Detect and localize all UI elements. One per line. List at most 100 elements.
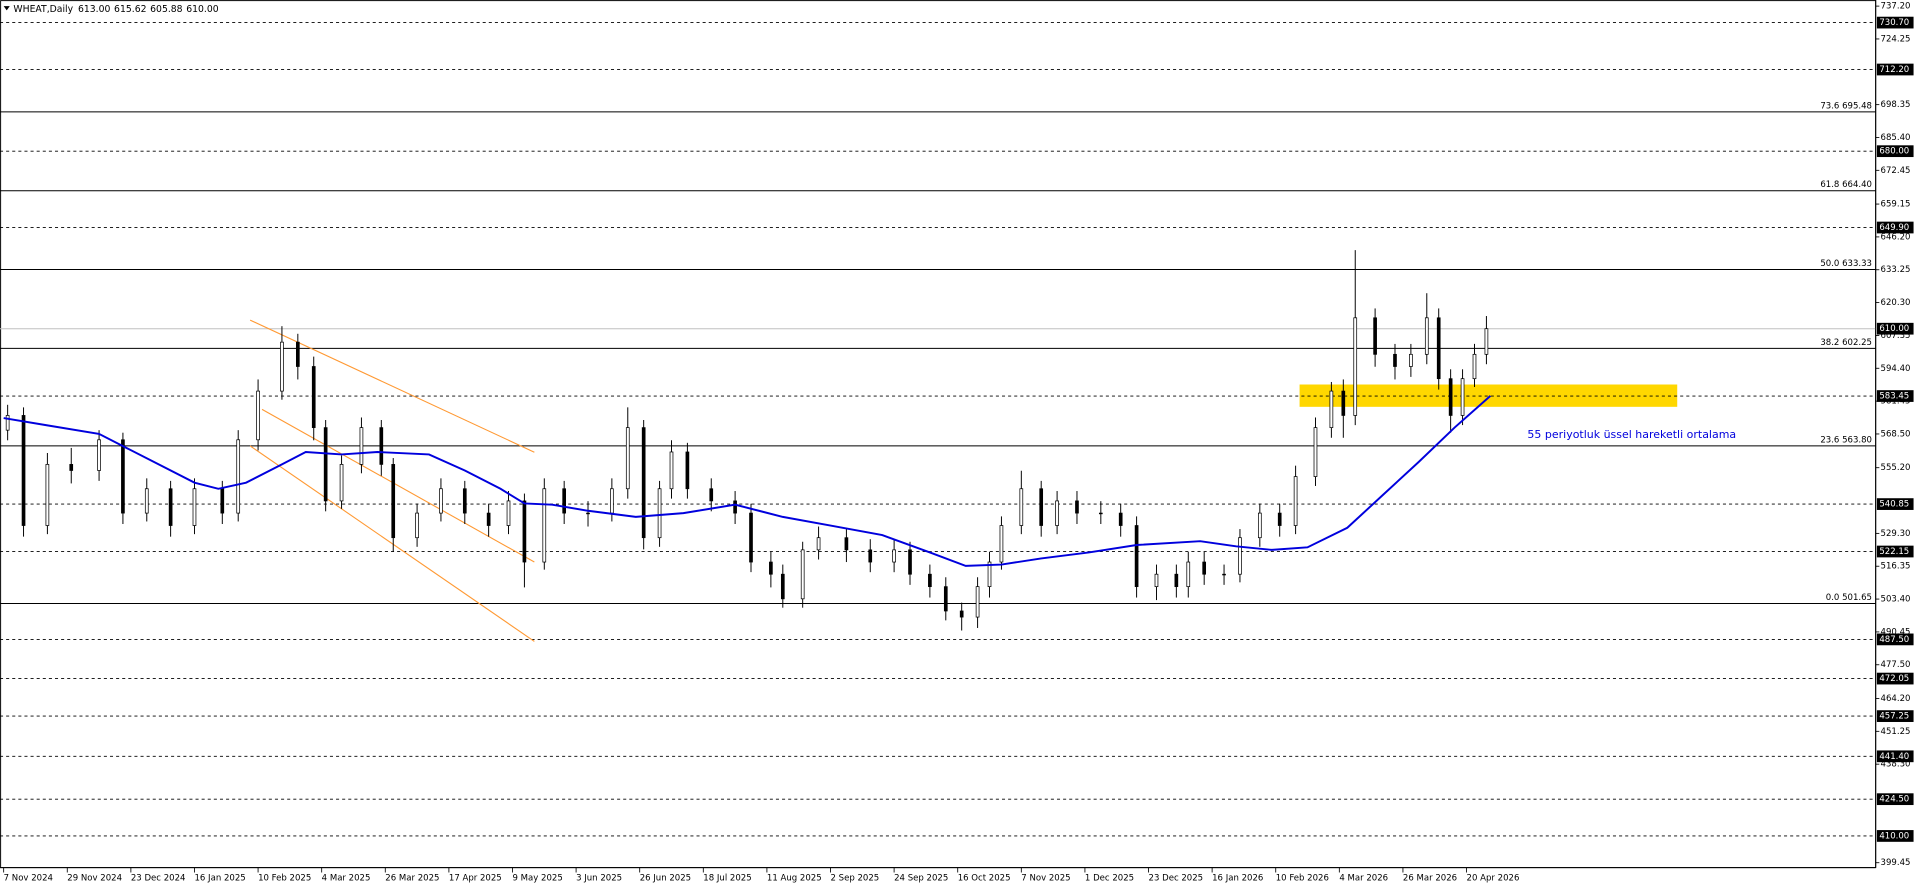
x-tick-label: 7 Nov 2024 [4, 873, 53, 883]
level-label: 583.45 [1879, 392, 1909, 402]
candle-body [1424, 317, 1429, 355]
fib-label: 61.8 664.40 [1820, 180, 1872, 190]
candle-body [359, 427, 364, 465]
candle-body [220, 488, 225, 514]
candle-body [844, 537, 849, 551]
level-box [1876, 390, 1914, 402]
level-label: 540.85 [1879, 500, 1909, 510]
y-tick-label: 516.35 [1881, 562, 1911, 572]
level-box [1876, 16, 1914, 29]
candle-body [391, 464, 396, 539]
y-tick-label: 594.40 [1881, 364, 1911, 374]
y-tick-label: 698.35 [1881, 100, 1911, 110]
candle-body [1039, 488, 1044, 526]
candle-body [1019, 488, 1024, 526]
candle-body [1098, 512, 1103, 515]
level-box [1876, 793, 1914, 806]
candle-body [236, 439, 241, 514]
level-box [1876, 221, 1914, 234]
x-tick-label: 26 Mar 2025 [385, 873, 439, 883]
y-tick-label: 529.30 [1881, 529, 1911, 539]
candle-body [1373, 317, 1377, 355]
x-tick-label: 23 Dec 2025 [1149, 873, 1204, 883]
candle-body [733, 500, 737, 514]
current-price-label: 610.00 [1879, 324, 1909, 334]
y-tick-label: 659.15 [1881, 200, 1911, 210]
fib-label: 23.6 563.80 [1820, 435, 1872, 445]
y-tick-label: 646.20 [1881, 232, 1911, 242]
candle-body [1202, 561, 1207, 575]
candle-body [928, 573, 932, 588]
y-tick-label: 672.45 [1881, 166, 1911, 176]
candle-body [542, 488, 547, 563]
candle-body [959, 610, 964, 618]
candle-body [685, 451, 690, 490]
annotation: 55 periyotluk üssel hareketli ortalama [1527, 428, 1736, 441]
y-tick-label: 620.30 [1881, 298, 1911, 308]
y-tick-label: 568.50 [1881, 429, 1911, 439]
candle-body [1341, 390, 1346, 416]
plot-layer: 73.6 695.48 61.8 664.40 50.0 633.33 38.2 60… [0, 22, 1876, 837]
y-tick-label: 464.20 [1881, 694, 1911, 704]
candle-body [144, 488, 149, 514]
candle-body [1134, 525, 1139, 588]
candle-body [780, 573, 785, 600]
y-tick-label: 607.35 [1881, 331, 1911, 341]
candle-body [1222, 573, 1226, 576]
candle-body [439, 488, 443, 514]
candle-body [168, 488, 173, 526]
header-open: 613.00 [78, 4, 111, 15]
x-tick-label: 3 Jun 2025 [576, 873, 622, 883]
x-tick-label: 26 Jun 2025 [640, 873, 691, 883]
level-box [1876, 672, 1914, 685]
level-box [1876, 830, 1914, 842]
candle-body [1409, 353, 1413, 367]
candle-body [1448, 378, 1453, 416]
candle-body [975, 586, 980, 618]
header-arrow [3, 6, 10, 11]
candle-body [522, 500, 527, 563]
x-tick-label: 24 Sep 2025 [894, 873, 948, 883]
candle-body [610, 488, 614, 514]
y-tick-label: 477.50 [1881, 660, 1911, 670]
candle-body [892, 549, 896, 563]
header-high: 615.62 [114, 4, 146, 15]
level-box [1876, 145, 1914, 158]
x-tick-label: 16 Jan 2025 [194, 873, 245, 883]
level-label: 472.05 [1879, 674, 1909, 684]
candle-body [256, 390, 260, 441]
level-label: 487.50 [1879, 635, 1909, 645]
candle-body [379, 427, 384, 465]
level-box [1876, 545, 1914, 558]
channel-line [249, 445, 535, 642]
candle-body [625, 427, 630, 490]
candle-body [1075, 500, 1079, 514]
x-tick-label: 10 Feb 2025 [258, 873, 311, 883]
candle-body [1238, 537, 1242, 575]
x-tick-label: 11 Aug 2025 [767, 873, 822, 883]
y-tick-label: 737.20 [1881, 2, 1911, 12]
level-label: 522.15 [1879, 547, 1909, 557]
current-price-box [1876, 322, 1914, 335]
candle-body [999, 525, 1004, 563]
level-label: 441.40 [1879, 752, 1909, 762]
candle-body [1055, 500, 1059, 526]
candle-body [280, 341, 284, 392]
y-tick-label: 633.25 [1881, 265, 1911, 275]
x-tick-label: 23 Dec 2024 [131, 873, 186, 883]
candle-body [908, 549, 912, 575]
candle-body [1436, 317, 1441, 380]
plot-frame [0, 0, 1877, 869]
header-close: 610.00 [186, 4, 219, 15]
y-tick-label: 503.40 [1881, 595, 1911, 605]
x-tick-label: 1 Dec 2025 [1085, 873, 1134, 883]
x-tick-label: 16 Jan 2026 [1212, 873, 1263, 883]
candle-body [69, 464, 74, 471]
fib-label: 73.6 695.48 [1820, 101, 1872, 111]
x-tick-label: 2 Sep 2025 [831, 873, 880, 883]
x-tick-label: 10 Feb 2026 [1276, 873, 1329, 883]
candle-body [1186, 561, 1191, 588]
candle-body [1277, 512, 1282, 526]
